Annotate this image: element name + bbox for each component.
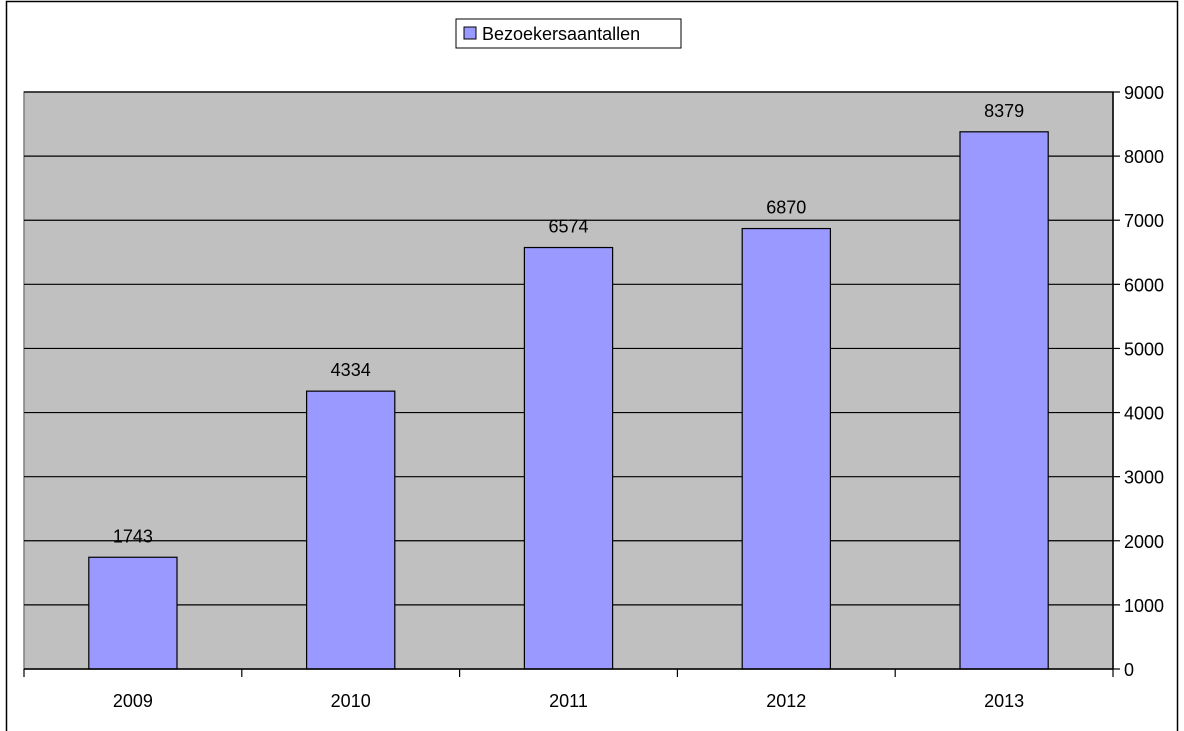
y-axis-ticks: 0 1000 2000 3000 4000 5000 6000 7000 8000 9000 xyxy=(1113,83,1164,680)
y-tick-label: 6000 xyxy=(1124,275,1164,295)
legend-swatch xyxy=(463,26,477,40)
bar-2012 xyxy=(741,227,832,670)
y-tick-label: 3000 xyxy=(1124,468,1164,488)
x-axis-ticks: 2009 2010 2011 2012 2013 xyxy=(23,669,1114,711)
data-label-2009: 1743 xyxy=(113,526,153,546)
data-labels: 1743 4334 6574 6870 8379 xyxy=(113,101,1024,546)
y-tick-label: 4000 xyxy=(1124,404,1164,424)
y-tick-label: 1000 xyxy=(1124,596,1164,616)
x-tick-label: 2012 xyxy=(766,691,806,711)
data-label-2013: 8379 xyxy=(984,101,1024,121)
y-tick-label: 9000 xyxy=(1124,83,1164,103)
y-tick-label: 2000 xyxy=(1124,532,1164,552)
legend-box xyxy=(455,18,682,49)
data-label-2010: 4334 xyxy=(331,360,371,380)
data-label-2011: 6574 xyxy=(548,217,588,237)
legend-label: Bezoekersaantallen xyxy=(482,24,640,44)
data-label-2012: 6870 xyxy=(766,198,806,218)
bar-2011 xyxy=(523,246,614,670)
bar-2009 xyxy=(88,556,178,670)
bar-2010 xyxy=(305,390,396,670)
x-tick-label: 2010 xyxy=(331,691,371,711)
y-tick-label: 7000 xyxy=(1124,211,1164,231)
bar-2013 xyxy=(959,131,1049,670)
x-tick-label: 2011 xyxy=(549,691,588,711)
bars xyxy=(88,131,1049,670)
y-tick-label: 5000 xyxy=(1124,339,1164,359)
y-tick-label: 0 xyxy=(1124,660,1134,680)
x-tick-label: 2013 xyxy=(984,691,1024,711)
legend: Bezoekersaantallen xyxy=(455,18,682,49)
y-tick-label: 8000 xyxy=(1124,147,1164,167)
x-tick-label: 2009 xyxy=(113,691,153,711)
